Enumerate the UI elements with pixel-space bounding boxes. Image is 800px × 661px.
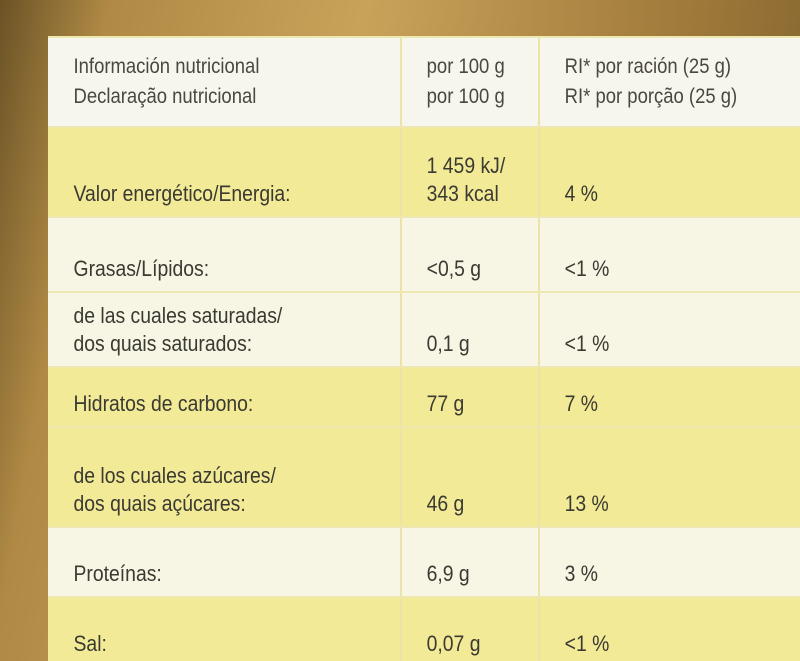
cell-text: dos quais açúcares: xyxy=(73,491,246,516)
cell-text: Información nutricional xyxy=(73,55,260,78)
table-row: Grasas/Lípidos: <0,5 g <1 % xyxy=(48,216,800,293)
table-cell: Información nutricional Declaração nutric… xyxy=(70,38,415,128)
table-cell: 0,07 g xyxy=(400,598,535,661)
cell-text: de las cuales saturadas/ xyxy=(73,303,283,328)
table-cell: 77 g xyxy=(400,368,535,428)
table-cell: de las cuales saturadas/dos quais satura… xyxy=(70,293,415,368)
table-cell: Hidratos de carbono: xyxy=(70,368,415,428)
cell-text: 7 % xyxy=(564,391,599,416)
table-cell: 7 % xyxy=(538,368,800,428)
cell-text: <1 % xyxy=(564,631,610,656)
table-cell: RI* por ración (25 g) RI* por porção (25 … xyxy=(538,38,800,128)
table-cell: 46 g xyxy=(400,428,535,528)
cell-text: 0,07 g xyxy=(426,631,481,656)
cell-text: Hidratos de carbono: xyxy=(73,391,254,416)
cell-text: 3 % xyxy=(564,561,599,586)
cell-text: Proteínas: xyxy=(73,561,162,586)
cell-text: Sal: xyxy=(73,631,107,656)
cell-text: 77 g xyxy=(426,391,465,416)
table-cell: por 100 g por 100 g xyxy=(400,38,535,128)
table-cell: 1 459 kJ/343 kcal xyxy=(400,128,535,218)
table-cell: 0,1 g xyxy=(400,293,535,368)
table-cell: <0,5 g xyxy=(400,218,535,293)
table-cell: Grasas/Lípidos: xyxy=(70,218,415,293)
cell-text: 4 % xyxy=(564,181,599,206)
cell-text: por 100 g xyxy=(426,85,505,108)
cell-text: de los cuales azúcares/ xyxy=(73,463,276,488)
cell-text: 46 g xyxy=(426,491,465,516)
cell-text: Valor energético/Energia: xyxy=(73,181,291,206)
table-cell: de los cuales azúcares/dos quais açúcare… xyxy=(70,428,415,528)
table-cell: <1 % xyxy=(538,598,800,661)
table-cell: <1 % xyxy=(538,218,800,293)
cell-text: Declaração nutricional xyxy=(73,85,257,108)
table-cell: Proteínas: xyxy=(70,528,415,598)
table-cell: 4 % xyxy=(538,128,800,218)
cell-text: 13 % xyxy=(564,491,609,516)
nutrition-label: Información nutricional Declaração nutric… xyxy=(48,36,800,661)
cell-text: dos quais saturados: xyxy=(73,331,253,356)
table-row: Valor energético/Energia: 1 459 kJ/343 kc… xyxy=(48,126,800,218)
cell-text: Grasas/Lípidos: xyxy=(73,256,210,281)
cell-text: <0,5 g xyxy=(426,256,482,281)
cell-text: 6,9 g xyxy=(426,561,470,586)
table-row: Proteínas: 6,9 g 3 % xyxy=(48,526,800,598)
cell-text: 343 kcal xyxy=(426,181,499,206)
cell-text: 1 459 kJ/ xyxy=(426,153,506,178)
table-cell: <1 % xyxy=(538,293,800,368)
cell-text: RI* por porção (25 g) xyxy=(564,85,738,108)
cell-text: 0,1 g xyxy=(426,331,470,356)
table-row: de las cuales saturadas/dos quais satura… xyxy=(48,291,800,368)
table-cell: Valor energético/Energia: xyxy=(70,128,415,218)
table-row: Sal: 0,07 g <1 % xyxy=(48,596,800,661)
header-row: Información nutricional Declaração nutric… xyxy=(48,36,800,128)
cell-text: <1 % xyxy=(564,331,610,356)
cell-text: por 100 g xyxy=(426,55,505,78)
cell-text: <1 % xyxy=(564,256,610,281)
table-row: Hidratos de carbono: 77 g 7 % xyxy=(48,366,800,428)
cell-text: RI* por ración (25 g) xyxy=(564,55,732,78)
table-cell: 13 % xyxy=(538,428,800,528)
table-cell: Sal: xyxy=(70,598,415,661)
table-cell: 3 % xyxy=(538,528,800,598)
table-row: de los cuales azúcares/dos quais açúcare… xyxy=(48,426,800,528)
table-cell: 6,9 g xyxy=(400,528,535,598)
